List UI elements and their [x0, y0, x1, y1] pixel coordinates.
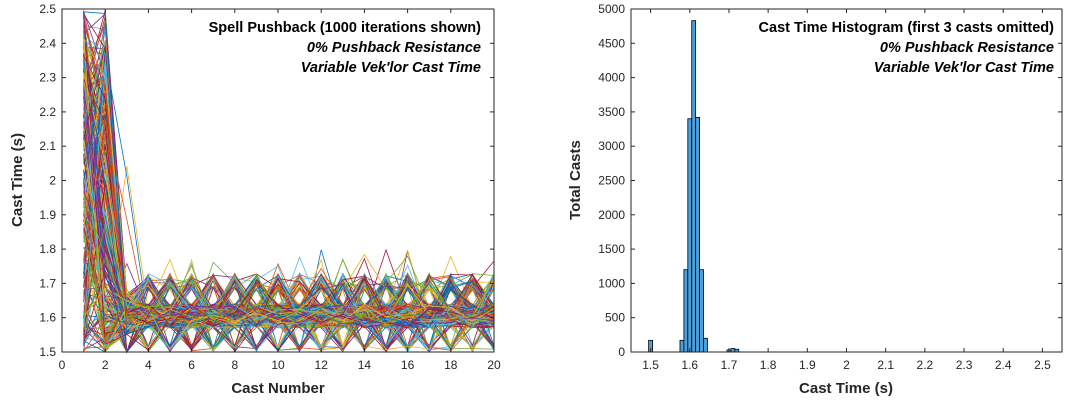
histogram-bars	[648, 20, 740, 353]
x-tick-label: 20	[487, 358, 501, 372]
x-tick-label: 16	[401, 358, 415, 372]
x-tick-label: 2.4	[995, 358, 1012, 372]
x-tick-label: 1.7	[721, 358, 738, 372]
x-axis-label: Cast Number	[231, 380, 325, 397]
y-tick-label: 1500	[598, 242, 625, 256]
x-tick-label: 2.3	[956, 358, 973, 372]
chart-annotation: Spell Pushback (1000 iterations shown) 0…	[209, 20, 482, 76]
histogram-bar	[699, 269, 704, 353]
y-tick-label: 2.5	[39, 2, 56, 16]
histogram-bar	[703, 337, 708, 353]
x-tick-label: 12	[315, 358, 329, 372]
x-tick-label: 2.1	[877, 358, 894, 372]
series-line	[83, 12, 495, 354]
y-tick-label: 1.8	[39, 242, 56, 256]
histogram-bar	[691, 20, 697, 353]
y-tick-label: 1.5	[39, 345, 56, 359]
series-line	[83, 82, 495, 351]
x-tick-label: 2	[843, 358, 850, 372]
y-tick-label: 1.7	[39, 276, 56, 290]
y-tick-label: 4500	[598, 36, 625, 50]
series-line	[83, 45, 495, 328]
y-tick-label: 2000	[598, 208, 625, 222]
annotation-cast-time: Variable Vek'lor Cast Time	[301, 60, 481, 76]
annotation-title: Cast Time Histogram (first 3 casts omitt…	[759, 20, 1055, 36]
x-tick-label: 1.6	[681, 358, 698, 372]
x-tick-label: 10	[271, 358, 285, 372]
histogram-bar	[679, 339, 685, 353]
y-tick-label: 2.2	[39, 105, 56, 119]
y-axis-label: Cast Time (s)	[9, 133, 26, 227]
x-tick-label: 4	[145, 358, 152, 372]
y-axis-label: Total Casts	[567, 140, 584, 220]
x-tick-label: 14	[358, 358, 372, 372]
x-tick-label: 0	[59, 358, 66, 372]
annotation-title: Spell Pushback (1000 iterations shown)	[209, 20, 482, 36]
histogram-bar	[695, 116, 700, 353]
y-tick-label: 1.6	[39, 311, 56, 325]
x-tick-label: 2.2	[917, 358, 934, 372]
x-tick-label: 8	[231, 358, 238, 372]
series-line	[83, 11, 495, 335]
y-tick-label: 1.9	[39, 208, 56, 222]
series-line	[83, 105, 495, 351]
axis-ticks: 1.5 1.6 1.7 1.8 1.9 2 2.1 2.2 2.3 2.4 2.5 0 500 1000 1…	[598, 2, 1062, 372]
y-tick-label: 2.4	[39, 36, 56, 50]
histogram-chart: 1.5 1.6 1.7 1.8 1.9 2 2.1 2.2 2.3 2.4 2.5 0 500 1000 1…	[567, 2, 1063, 397]
x-tick-label: 1.8	[760, 358, 777, 372]
x-axis-label: Cast Time (s)	[799, 380, 893, 397]
histogram-bar	[687, 118, 693, 353]
series-line	[83, 19, 495, 327]
y-tick-label: 500	[605, 311, 625, 325]
x-tick-label: 18	[444, 358, 458, 372]
series-line	[83, 287, 495, 351]
histogram-bar	[683, 269, 689, 353]
series-line	[83, 84, 495, 349]
x-tick-label: 6	[188, 358, 195, 372]
y-tick-label: 4000	[598, 71, 625, 85]
y-tick-label: 1000	[598, 276, 625, 290]
x-tick-label: 2	[102, 358, 109, 372]
line-chart: 0 2 4 6 8 10 12 14 16 18 20 1.5 1.6 1.7 1.8 1.9 2 2.1 2.2 2…	[9, 2, 501, 397]
x-tick-label: 2.5	[1034, 358, 1051, 372]
axis-ticks: 0 2 4 6 8 10 12 14 16 18 20 1.5 1.6 1.7 1.8 1.9 2 2.1 2.2 2…	[39, 2, 501, 372]
y-tick-label: 0	[618, 345, 625, 359]
y-tick-label: 2.1	[39, 139, 56, 153]
series-lines	[83, 9, 495, 354]
annotation-pushback: 0% Pushback Resistance	[307, 40, 481, 56]
y-tick-label: 3500	[598, 105, 625, 119]
series-line	[83, 118, 495, 327]
y-tick-label: 3000	[598, 139, 625, 153]
y-tick-label: 2	[49, 174, 56, 188]
series-line	[83, 117, 495, 348]
y-tick-label: 5000	[598, 2, 625, 16]
x-tick-label: 1.5	[642, 358, 659, 372]
chart-annotation: Cast Time Histogram (first 3 casts omitt…	[759, 20, 1055, 76]
histogram-bar	[730, 348, 736, 353]
annotation-pushback: 0% Pushback Resistance	[880, 40, 1054, 56]
y-tick-label: 2.3	[39, 71, 56, 85]
x-tick-label: 1.9	[799, 358, 816, 372]
series-line	[83, 223, 495, 324]
annotation-cast-time: Variable Vek'lor Cast Time	[874, 60, 1054, 76]
series-line	[83, 42, 495, 348]
y-tick-label: 2500	[598, 174, 625, 188]
